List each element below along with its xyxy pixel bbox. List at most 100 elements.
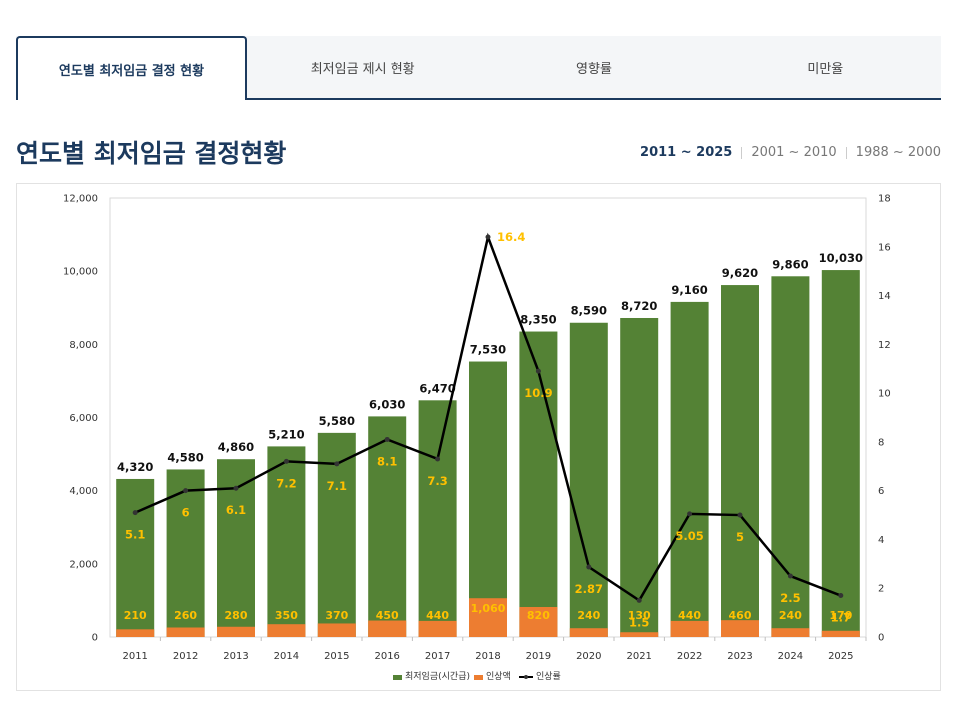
y-right-tick-label: 8 <box>878 437 884 448</box>
legend-marker-rate <box>524 675 528 679</box>
rate-value-label: 6 <box>182 506 190 520</box>
y-right-tick-label: 16 <box>878 242 891 253</box>
wage-value-label: 8,720 <box>621 299 657 313</box>
increase-value-label: 210 <box>124 609 147 622</box>
y-right-tick-label: 12 <box>878 340 891 351</box>
y-left-tick-label: 6,000 <box>69 413 98 424</box>
y-left-tick-label: 4,000 <box>69 486 98 497</box>
increase-bar <box>317 623 356 637</box>
wage-bar <box>267 446 306 637</box>
range-1988-2000[interactable]: 1988 ~ 2000 <box>855 145 941 160</box>
x-tick-label: 2017 <box>425 651 450 662</box>
tab-below-rate[interactable]: 미만율 <box>807 61 844 77</box>
increase-bar <box>620 632 659 637</box>
wage-value-label: 9,860 <box>772 257 808 271</box>
legend-label-rate: 인상률 <box>536 671 561 682</box>
wage-value-label: 4,580 <box>167 450 203 464</box>
rate-point <box>485 234 491 240</box>
x-tick-label: 2015 <box>324 651 349 662</box>
tab-annual-decision[interactable]: 연도별 최저임금 결정 현황 <box>16 36 247 100</box>
increase-bar <box>418 620 457 637</box>
tab-impact-rate[interactable]: 영향률 <box>576 61 612 77</box>
rate-value-label: 8.1 <box>377 454 397 468</box>
y-right-tick-label: 10 <box>878 389 891 400</box>
rate-value-label: 16.4 <box>497 230 525 244</box>
range-2001-2010[interactable]: 2001 ~ 2010 <box>751 145 837 160</box>
x-tick-label: 2022 <box>677 651 702 662</box>
y-left-tick-label: 10,000 <box>63 267 98 278</box>
tab-proposal-status[interactable]: 최저임금 제시 현황 <box>310 61 415 77</box>
increase-value-label: 1,060 <box>471 602 506 615</box>
increase-bar <box>267 624 306 637</box>
increase-bar <box>116 629 155 637</box>
rate-point <box>787 573 793 579</box>
x-tick-label: 2016 <box>374 651 399 662</box>
x-tick-label: 2020 <box>576 651 601 662</box>
rate-value-label: 7.1 <box>327 479 347 493</box>
x-tick-label: 2011 <box>122 651 147 662</box>
rate-value-label: 10.9 <box>524 386 552 400</box>
rate-point <box>737 512 743 518</box>
increase-bar <box>469 598 507 637</box>
wage-value-label: 6,030 <box>369 397 405 411</box>
rate-point <box>687 511 693 517</box>
x-tick-label: 2018 <box>475 651 500 662</box>
increase-value-label: 820 <box>527 609 550 622</box>
increase-bar <box>771 628 810 637</box>
increase-value-label: 450 <box>376 609 399 622</box>
wage-value-label: 4,320 <box>117 460 153 474</box>
rate-value-label: 7.2 <box>276 476 296 490</box>
x-tick-label: 2024 <box>778 651 803 662</box>
rate-point <box>384 436 390 442</box>
rate-point <box>586 564 592 570</box>
range-2011-2025[interactable]: 2011 ~ 2025 <box>640 145 733 160</box>
legend-label-increase: 인상액 <box>486 670 511 682</box>
y-right-tick-label: 18 <box>878 194 891 205</box>
x-tick-label: 2013 <box>223 651 248 662</box>
tab-bar: 연도별 최저임금 결정 현황 최저임금 제시 현황 영향률 미만율 <box>16 36 941 100</box>
increase-bar <box>569 628 608 637</box>
increase-value-label: 260 <box>174 609 197 622</box>
rate-value-label: 5.1 <box>125 528 145 542</box>
increase-bar <box>368 620 407 637</box>
rate-value-label: 6.1 <box>226 503 246 517</box>
increase-value-label: 440 <box>426 609 449 622</box>
y-left-tick-label: 8,000 <box>69 340 98 351</box>
increase-bar <box>519 607 558 637</box>
rate-point <box>535 368 541 374</box>
increase-value-label: 440 <box>678 609 701 622</box>
y-right-tick-label: 2 <box>878 584 884 595</box>
rate-point <box>838 593 844 599</box>
wage-bar <box>721 285 759 637</box>
wage-bar <box>368 416 407 637</box>
wage-value-label: 9,620 <box>722 266 758 280</box>
rate-value-label: 5 <box>736 530 744 544</box>
wage-bar <box>418 400 457 637</box>
range-divider <box>741 146 743 159</box>
increase-value-label: 280 <box>225 609 248 622</box>
legend-swatch-wage <box>393 675 402 680</box>
page-title: 연도별 최저임금 결정현황 <box>16 139 287 168</box>
increase-value-label: 460 <box>729 609 752 622</box>
y-left-tick-label: 2,000 <box>69 559 98 570</box>
increase-value-label: 240 <box>779 609 802 622</box>
y-right-tick-label: 0 <box>878 633 884 644</box>
y-left-tick-label: 12,000 <box>63 194 98 205</box>
rate-value-label: 7.3 <box>427 474 447 488</box>
increase-bar <box>217 626 255 637</box>
wage-value-label: 8,590 <box>571 304 607 318</box>
increase-bar <box>821 630 860 637</box>
rate-point <box>435 456 441 462</box>
increase-value-label: 130 <box>628 609 651 622</box>
legend-label-wage: 최저임금(시간급) <box>405 670 470 682</box>
y-left-tick-label: 0 <box>92 633 98 644</box>
increase-bar <box>721 620 759 637</box>
x-tick-label: 2025 <box>828 651 853 662</box>
rate-value-label: 5.05 <box>675 529 703 543</box>
x-tick-label: 2012 <box>173 651 198 662</box>
wage-bar <box>469 361 507 637</box>
rate-value-label: 2.87 <box>575 582 603 596</box>
wage-bar <box>670 301 709 637</box>
range-divider <box>845 146 847 159</box>
rate-point <box>283 458 289 464</box>
